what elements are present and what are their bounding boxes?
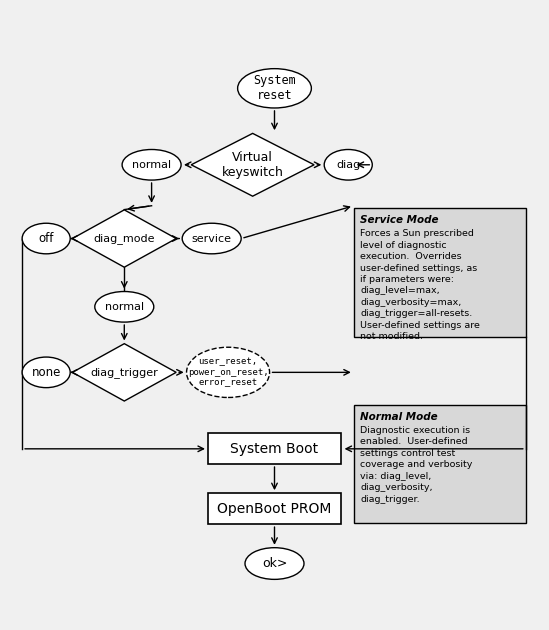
Ellipse shape — [95, 292, 154, 322]
Text: OpenBoot PROM: OpenBoot PROM — [217, 502, 332, 516]
Ellipse shape — [245, 547, 304, 580]
Text: Diagnostic execution is
enabled.  User-defined
settings control test
coverage an: Diagnostic execution is enabled. User-de… — [360, 426, 473, 503]
Text: normal: normal — [105, 302, 144, 312]
Ellipse shape — [22, 223, 70, 254]
Ellipse shape — [182, 223, 241, 254]
Polygon shape — [72, 344, 176, 401]
Ellipse shape — [122, 149, 181, 180]
Text: Forces a Sun prescribed
level of diagnostic
execution.  Overrides
user-defined s: Forces a Sun prescribed level of diagnos… — [360, 229, 480, 341]
Ellipse shape — [238, 69, 311, 108]
Text: System Boot: System Boot — [231, 442, 318, 456]
Text: System
reset: System reset — [253, 74, 296, 102]
Bar — [354, 405, 526, 522]
Bar — [354, 209, 526, 337]
Text: service: service — [192, 234, 232, 244]
Ellipse shape — [22, 357, 70, 387]
Text: diag_trigger: diag_trigger — [91, 367, 158, 378]
Ellipse shape — [187, 347, 270, 398]
Text: none: none — [31, 366, 61, 379]
Text: ok>: ok> — [262, 557, 287, 570]
Bar — [208, 493, 341, 525]
Text: off: off — [38, 232, 54, 245]
Bar — [208, 433, 341, 464]
Text: Service Mode: Service Mode — [360, 215, 439, 225]
Text: diag_mode: diag_mode — [93, 233, 155, 244]
Text: Normal Mode: Normal Mode — [360, 411, 438, 421]
Text: user_reset,
power_on_reset,
error_reset: user_reset, power_on_reset, error_reset — [188, 357, 268, 387]
Ellipse shape — [324, 149, 372, 180]
Text: normal: normal — [132, 160, 171, 170]
Polygon shape — [191, 134, 314, 196]
Polygon shape — [72, 210, 176, 267]
Text: Virtual
keyswitch: Virtual keyswitch — [222, 151, 284, 179]
Text: diag: diag — [336, 160, 360, 170]
